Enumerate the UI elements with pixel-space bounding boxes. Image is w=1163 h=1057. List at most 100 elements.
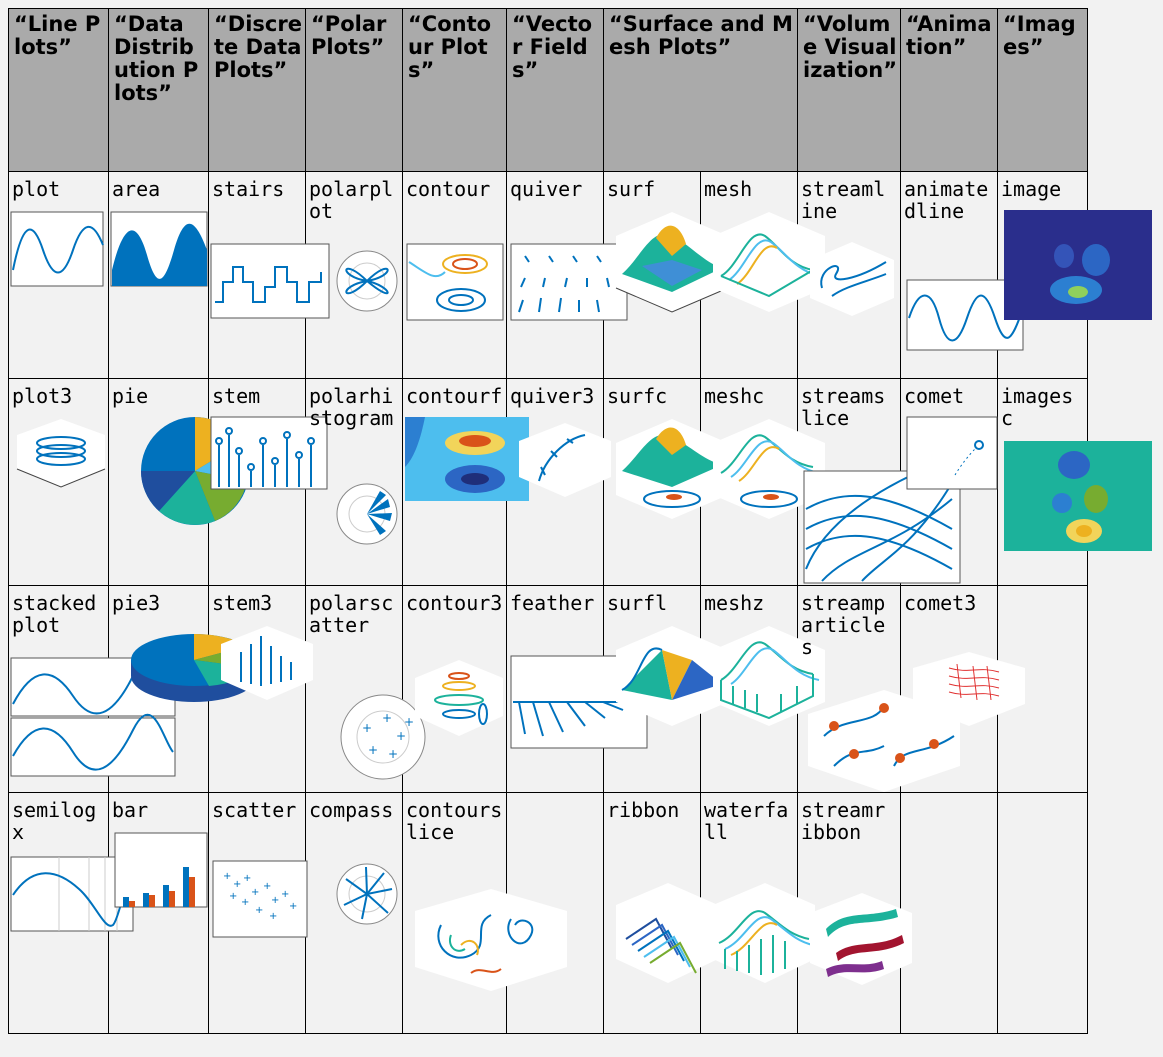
polarscatter-thumbnail[interactable]: + + + + + + [338, 692, 428, 782]
function-name[interactable]: quiver [510, 177, 583, 201]
function-name[interactable]: plot3 [12, 384, 73, 408]
function-name[interactable]: compass [309, 798, 394, 822]
function-name[interactable]: meshz [704, 591, 765, 615]
gallery-cell-feather: feather [506, 585, 648, 793]
function-name[interactable]: semilogx [12, 798, 97, 844]
streamslice-thumbnail[interactable] [802, 469, 962, 585]
function-name[interactable]: waterfall [704, 798, 789, 844]
gallery-cell-contourf: contourf [402, 378, 529, 586]
area-thumbnail[interactable] [109, 210, 209, 290]
function-name[interactable]: quiver3 [510, 384, 595, 408]
function-name[interactable]: plot [12, 177, 61, 201]
gallery-cell-contourslice: contourslice [402, 792, 567, 1034]
quiver-thumbnail[interactable] [509, 242, 629, 324]
polarhistogram-thumbnail[interactable] [332, 479, 402, 549]
semilogx-thumbnail[interactable] [9, 855, 135, 935]
contourslice-thumbnail[interactable] [411, 885, 571, 995]
waterfall-thumbnail[interactable] [709, 879, 819, 989]
function-name[interactable]: imagesc [1001, 384, 1074, 430]
function-name[interactable]: stem3 [212, 591, 273, 615]
plot-gallery-table: “Line Plots” “Data Distribution Plots” “… [8, 8, 1152, 1034]
function-name[interactable]: stem [212, 384, 261, 408]
function-name[interactable]: meshc [704, 384, 765, 408]
function-name[interactable]: pie [112, 384, 149, 408]
gallery-cell-stackedplot: stackedplot [8, 585, 176, 793]
function-name[interactable]: feather [510, 591, 595, 615]
function-name[interactable]: contour3 [406, 591, 503, 615]
ribbon-thumbnail[interactable] [612, 879, 722, 989]
comet3-thumbnail[interactable] [909, 648, 1029, 730]
gallery-cell-empty [900, 792, 998, 1034]
animatedline-thumbnail[interactable] [905, 278, 1025, 354]
bar-thumbnail[interactable] [113, 831, 209, 911]
gallery-cell-surf: surf [603, 171, 729, 379]
function-name[interactable]: pie3 [112, 591, 161, 615]
polarplot-thumbnail[interactable] [332, 246, 402, 316]
stackedplot-thumbnail[interactable] [9, 656, 177, 780]
function-name[interactable]: polarplot [309, 177, 394, 223]
function-name[interactable]: comet3 [904, 591, 977, 615]
stairs-thumbnail[interactable] [209, 242, 331, 322]
svg-text:+: + [251, 887, 259, 898]
function-name[interactable]: contourslice [406, 798, 503, 844]
surf-thumbnail[interactable] [612, 206, 732, 318]
function-name[interactable]: streamparticles [801, 591, 886, 659]
contour-thumbnail[interactable] [405, 242, 505, 324]
streamline-thumbnail[interactable] [806, 238, 898, 318]
stem3-thumbnail[interactable] [217, 622, 317, 702]
function-name[interactable]: ribbon [607, 798, 680, 822]
contour3-thumbnail[interactable] [411, 656, 507, 740]
gallery-cell-surfc: surfc [603, 378, 728, 586]
category-header-contour-plots: “Contour Plots” [402, 8, 507, 172]
gallery-cell-imagesc: imagesc [997, 378, 1152, 586]
function-name[interactable]: bar [112, 798, 149, 822]
meshz-thumbnail[interactable] [709, 620, 829, 732]
function-name[interactable]: contourf [406, 384, 503, 408]
function-name[interactable]: surf [607, 177, 656, 201]
plot3-thumbnail[interactable] [13, 415, 109, 491]
imagesc-thumbnail[interactable] [1004, 441, 1152, 551]
gallery-cell-contour: contour [402, 171, 507, 379]
plot-thumbnail[interactable] [9, 210, 105, 290]
streamparticles-thumbnail[interactable] [804, 686, 964, 796]
gallery-cell-polarscatter: polarscatter + + + + + + [305, 585, 426, 793]
meshc-thumbnail[interactable] [709, 413, 829, 525]
svg-text:+: + [243, 873, 251, 884]
function-name[interactable]: streamribbon [801, 798, 886, 844]
function-name[interactable]: stairs [212, 177, 285, 201]
quiver3-thumbnail[interactable] [515, 419, 615, 499]
stem-thumbnail[interactable] [209, 415, 329, 493]
svg-text:+: + [255, 905, 263, 916]
surfl-thumbnail[interactable] [612, 620, 732, 732]
mesh-thumbnail[interactable] [709, 206, 829, 318]
image-thumbnail[interactable] [1004, 210, 1152, 320]
function-name[interactable]: surfc [607, 384, 668, 408]
category-header-images: “Images” [997, 8, 1088, 172]
gallery-cell-image: image [997, 171, 1152, 379]
function-name[interactable]: area [112, 177, 161, 201]
contourf-thumbnail[interactable] [405, 417, 529, 501]
comet-thumbnail[interactable] [905, 415, 999, 491]
scatter-thumbnail[interactable]: + + + + + + + + + + + + [211, 859, 309, 941]
gallery-cell-mesh: mesh [700, 171, 825, 379]
function-name[interactable]: polarscatter [309, 591, 394, 637]
category-header-animation: “Animation” [900, 8, 998, 172]
gallery-cell-streamparticles: streamparticles [797, 585, 960, 793]
function-name[interactable]: image [1001, 177, 1062, 201]
function-name[interactable]: stackedplot [12, 591, 97, 637]
function-name[interactable]: comet [904, 384, 965, 408]
gallery-cell-stem3: stem3 [208, 585, 313, 793]
streamribbon-thumbnail[interactable] [806, 889, 916, 989]
gallery-cell-semilogx: semilogx [8, 792, 134, 1034]
category-header-polar-plots: “Polar Plots” [305, 8, 403, 172]
function-name[interactable]: animatedline [904, 177, 989, 223]
function-name[interactable]: surfl [607, 591, 668, 615]
surfc-thumbnail[interactable] [612, 413, 732, 525]
function-name[interactable]: mesh [704, 177, 753, 201]
function-name[interactable]: scatter [212, 798, 297, 822]
function-name[interactable]: streamslice [801, 384, 886, 430]
function-name[interactable]: polarhistogram [309, 384, 394, 430]
function-name[interactable]: contour [406, 177, 491, 201]
function-name[interactable]: streamline [801, 177, 886, 223]
compass-thumbnail[interactable] [332, 859, 402, 929]
